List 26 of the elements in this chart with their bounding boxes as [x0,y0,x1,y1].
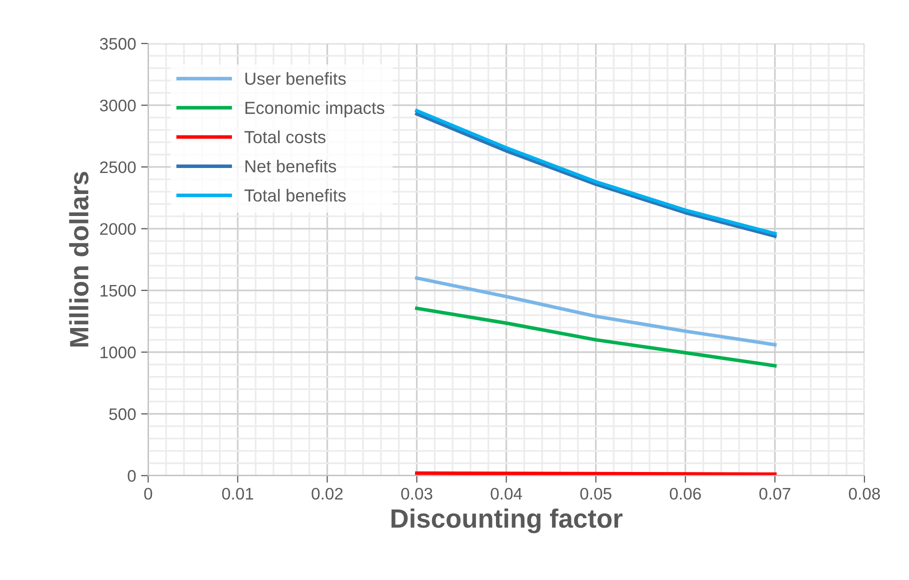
x-tick-label: 0.02 [312,488,343,500]
legend-label: Total costs [244,130,326,144]
x-tick-label: 0.03 [401,488,432,500]
x-tick-label: 0.05 [580,488,612,500]
x-tick-label: 0.01 [222,488,254,500]
legend-label: Total benefits [244,188,346,202]
line-series [415,276,777,346]
x-tick-label: 0 [144,488,152,500]
x-axis-title: Discounting factor [392,508,622,534]
x-tick-label: 0.08 [848,488,880,500]
x-tick-label: 0.04 [490,488,522,500]
legend-label: Economic impacts [246,101,384,118]
legend-label: User benefits [245,72,346,85]
legend-label: Net benefits [246,160,336,172]
y-tick-label: 500 [109,408,136,420]
y-tick-label: 2000 [100,223,136,235]
y-axis-title: Million dollars [69,172,89,346]
y-tick-label: 1000 [100,346,136,358]
y-tick-label: 2500 [100,161,136,174]
y-tick-label: 3500 [100,38,136,50]
line-series [415,306,777,368]
x-tick-label: 0.06 [670,488,701,500]
y-tick-label: 1500 [100,284,136,297]
y-tick-label: 0 [128,470,136,482]
y-tick-label: 3000 [100,100,136,112]
x-tick-label: 0.07 [759,488,790,500]
